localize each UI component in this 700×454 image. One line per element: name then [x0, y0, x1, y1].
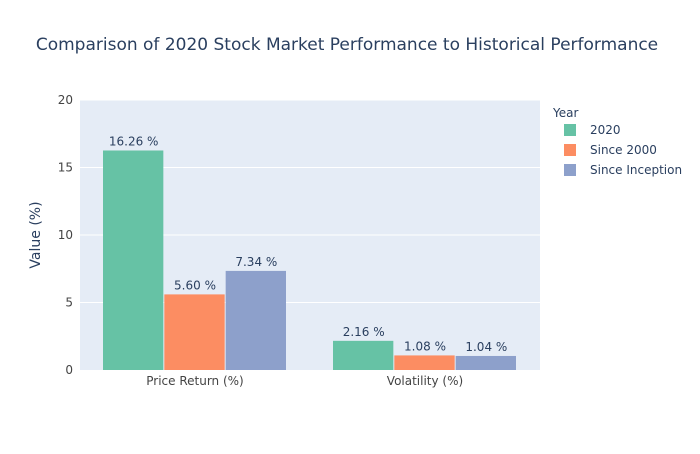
bar-value-label: 7.34 %	[235, 255, 277, 269]
bar-value-label: 1.08 %	[404, 339, 446, 353]
bar-value-label: 16.26 %	[109, 134, 159, 148]
legend-swatch	[564, 144, 576, 156]
y-tick-label: 20	[58, 93, 73, 107]
y-axis-ticks: 0 5 10 15 20	[58, 93, 73, 377]
legend-title: Year	[552, 106, 578, 120]
bar-value-label: 1.04 %	[465, 340, 507, 354]
y-tick-label: 15	[58, 161, 73, 175]
x-axis-ticks: Price Return (%) Volatility (%)	[146, 374, 463, 388]
bar[interactable]	[225, 270, 286, 370]
legend-label: 2020	[590, 123, 621, 137]
legend[interactable]: Year 2020 Since 2000 Since Inception	[552, 106, 682, 177]
bar-value-label: 2.16 %	[343, 325, 385, 339]
legend-swatch	[564, 124, 576, 136]
bar-value-label: 5.60 %	[174, 278, 216, 292]
bar[interactable]	[455, 355, 516, 370]
legend-item[interactable]: Since 2000	[564, 143, 657, 157]
bar-labels: 16.26 % 5.60 % 7.34 % 2.16 % 1.08 % 1.04 %	[109, 134, 507, 353]
legend-swatch	[564, 164, 576, 176]
chart-title: Comparison of 2020 Stock Market Performa…	[36, 35, 658, 55]
bar[interactable]	[164, 294, 225, 370]
legend-item[interactable]: Since Inception	[564, 163, 682, 177]
x-tick-label: Price Return (%)	[146, 374, 244, 388]
y-tick-label: 10	[58, 228, 73, 242]
bars	[103, 150, 516, 370]
legend-label: Since 2000	[590, 143, 657, 157]
legend-item[interactable]: 2020	[564, 123, 621, 137]
y-tick-label: 5	[65, 296, 73, 310]
legend-label: Since Inception	[590, 163, 682, 177]
y-tick-label: 0	[65, 363, 73, 377]
x-tick-label: Volatility (%)	[387, 374, 463, 388]
bar[interactable]	[333, 340, 394, 370]
y-axis-label: Value (%)	[28, 201, 44, 268]
bar[interactable]	[394, 355, 455, 370]
bar[interactable]	[103, 150, 164, 370]
